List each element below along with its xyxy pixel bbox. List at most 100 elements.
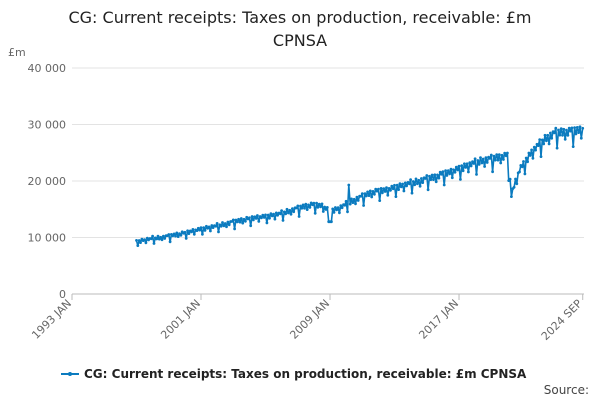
data-point[interactable] (162, 234, 165, 238)
data-point[interactable] (561, 133, 564, 137)
data-point[interactable] (260, 216, 263, 220)
data-point[interactable] (476, 159, 480, 162)
data-point[interactable] (350, 197, 353, 201)
data-point[interactable] (241, 221, 245, 225)
data-point[interactable] (284, 212, 288, 216)
data-point[interactable] (409, 178, 412, 182)
data-point[interactable] (268, 216, 271, 220)
data-point[interactable] (465, 162, 469, 166)
data-point[interactable] (402, 189, 406, 193)
data-point[interactable] (512, 185, 516, 189)
data-point[interactable] (425, 174, 429, 177)
data-point[interactable] (401, 182, 404, 186)
data-point[interactable] (362, 204, 365, 207)
data-point[interactable] (136, 244, 140, 248)
data-point[interactable] (351, 201, 355, 205)
data-point[interactable] (430, 173, 434, 177)
data-point[interactable] (156, 234, 160, 238)
data-point[interactable] (289, 212, 293, 216)
data-point[interactable] (151, 234, 155, 238)
data-point[interactable] (479, 156, 482, 160)
data-point[interactable] (429, 178, 433, 182)
data-point[interactable] (469, 164, 473, 168)
data-point[interactable] (287, 211, 290, 215)
data-point[interactable] (570, 126, 574, 130)
data-point[interactable] (543, 133, 547, 137)
data-point[interactable] (324, 208, 328, 211)
data-point[interactable] (397, 188, 400, 192)
data-point[interactable] (540, 138, 544, 142)
data-point[interactable] (307, 203, 310, 207)
data-point[interactable] (348, 202, 352, 206)
data-point[interactable] (539, 155, 543, 159)
data-point[interactable] (405, 184, 408, 188)
data-point[interactable] (536, 144, 540, 148)
data-point[interactable] (414, 177, 418, 181)
data-point[interactable] (233, 227, 237, 231)
data-point[interactable] (325, 206, 329, 209)
data-point[interactable] (316, 205, 320, 209)
data-point[interactable] (223, 222, 227, 225)
data-point[interactable] (187, 232, 191, 236)
data-point[interactable] (320, 202, 324, 206)
data-point[interactable] (159, 235, 163, 239)
data-point[interactable] (480, 161, 484, 165)
data-point[interactable] (203, 229, 207, 232)
data-point[interactable] (432, 178, 435, 182)
data-point[interactable] (359, 194, 363, 198)
data-point[interactable] (504, 154, 508, 158)
data-point[interactable] (377, 187, 380, 191)
data-point[interactable] (398, 182, 402, 186)
data-point[interactable] (195, 229, 199, 233)
data-point[interactable] (555, 146, 559, 150)
data-point[interactable] (299, 204, 302, 208)
data-point[interactable] (546, 133, 550, 137)
data-point[interactable] (363, 192, 367, 196)
data-point[interactable] (579, 136, 583, 140)
data-point[interactable] (366, 190, 369, 194)
data-point[interactable] (503, 151, 507, 155)
data-point[interactable] (390, 184, 394, 188)
data-point[interactable] (575, 126, 579, 129)
data-point[interactable] (274, 211, 278, 215)
data-point[interactable] (444, 169, 447, 173)
data-point[interactable] (215, 222, 219, 225)
data-point[interactable] (137, 239, 141, 242)
data-point[interactable] (547, 142, 551, 146)
data-point[interactable] (493, 158, 497, 162)
data-point[interactable] (217, 230, 220, 234)
data-point[interactable] (526, 160, 529, 164)
data-point[interactable] (252, 218, 255, 222)
data-point[interactable] (558, 133, 562, 137)
data-point[interactable] (364, 194, 368, 198)
data-point[interactable] (567, 126, 571, 130)
data-point[interactable] (456, 168, 460, 172)
data-point[interactable] (331, 207, 335, 211)
data-point[interactable] (449, 167, 453, 171)
data-point[interactable] (172, 232, 176, 236)
data-point[interactable] (393, 183, 396, 187)
data-point[interactable] (202, 226, 206, 230)
data-point[interactable] (573, 126, 576, 129)
data-point[interactable] (434, 180, 438, 184)
data-point[interactable] (445, 174, 449, 177)
data-point[interactable] (167, 233, 171, 236)
data-point[interactable] (183, 230, 187, 234)
data-point[interactable] (468, 161, 472, 165)
data-point[interactable] (231, 218, 235, 222)
data-point[interactable] (421, 181, 425, 185)
data-point[interactable] (266, 213, 270, 217)
data-point[interactable] (264, 213, 267, 217)
data-point[interactable] (500, 153, 504, 157)
data-point[interactable] (249, 224, 253, 228)
data-point[interactable] (317, 202, 321, 206)
data-point[interactable] (347, 183, 351, 187)
data-point[interactable] (394, 195, 398, 199)
data-point[interactable] (340, 206, 344, 210)
data-point[interactable] (563, 137, 567, 141)
data-point[interactable] (300, 206, 304, 210)
data-point[interactable] (210, 224, 214, 227)
data-point[interactable] (235, 220, 239, 224)
data-point[interactable] (323, 205, 326, 209)
data-point[interactable] (272, 212, 275, 216)
